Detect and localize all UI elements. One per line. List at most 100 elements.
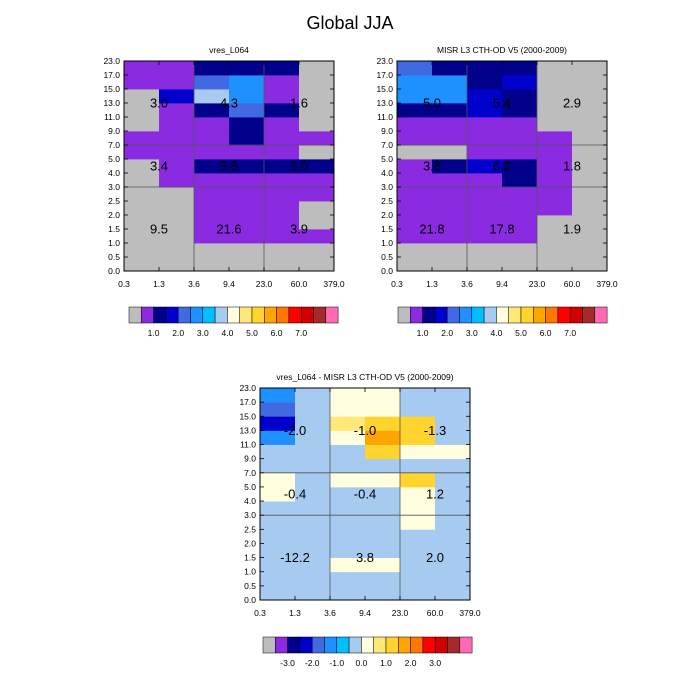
legend-swatch <box>446 306 460 324</box>
legend-swatch <box>275 636 288 654</box>
heatmap-cell <box>397 257 433 272</box>
heatmap-cell <box>537 131 573 146</box>
heatmap-cell <box>537 89 573 104</box>
heatmap-cell <box>295 515 331 530</box>
y-tick-label: 2.5 <box>381 196 393 206</box>
heatmap-cell <box>537 117 573 132</box>
heatmap-cell <box>572 201 608 216</box>
heatmap-cell <box>572 187 608 202</box>
heatmap-cell <box>264 173 300 188</box>
heatmap-cell <box>330 444 366 460</box>
y-tick-label: 1.5 <box>244 553 256 563</box>
y-tick-label: 15.0 <box>103 84 120 94</box>
heatmap-cell <box>400 486 436 502</box>
legend-swatch <box>471 306 485 324</box>
x-tick-label: 1.3 <box>426 279 438 289</box>
data-label: -1.3 <box>424 423 446 438</box>
heatmap-cell <box>194 229 230 244</box>
data-label: -12.2 <box>280 550 310 565</box>
data-label: 1.6 <box>290 96 308 111</box>
y-tick-label: 4.0 <box>381 168 393 178</box>
data-label: 3.4 <box>150 159 168 174</box>
heatmap-cell <box>264 215 300 230</box>
heatmap-cell <box>572 145 608 160</box>
heatmap-cell <box>264 75 300 90</box>
x-tick-label: 23.0 <box>256 279 273 289</box>
legend-swatch <box>348 636 362 654</box>
x-tick-label: 9.4 <box>359 608 371 618</box>
legend-swatch <box>325 306 339 324</box>
data-label: -2.0 <box>284 423 306 438</box>
heatmap-cell <box>572 75 608 90</box>
heatmap-cell <box>159 103 195 118</box>
legend-swatch <box>520 306 534 324</box>
heatmap-cell <box>435 515 471 530</box>
heatmap-cell <box>229 187 265 202</box>
heatmap-cell <box>537 257 573 272</box>
y-tick-label: 7.0 <box>381 140 393 150</box>
y-tick-label: 9.0 <box>381 126 393 136</box>
heatmap-cell <box>330 501 366 516</box>
data-label: 1.2 <box>426 487 444 502</box>
heatmap-cell <box>194 187 230 202</box>
heatmap-cell <box>467 89 503 104</box>
heatmap-cell <box>299 215 335 230</box>
heatmap-cell <box>502 131 538 146</box>
y-tick-label: 1.0 <box>108 238 120 248</box>
y-tick-label: 4.0 <box>108 168 120 178</box>
y-tick-label: 23.0 <box>239 383 256 393</box>
heatmap-cell <box>330 388 366 403</box>
heatmap-cell <box>537 187 573 202</box>
heatmap-cell <box>537 243 573 258</box>
heatmap-cell <box>299 145 335 160</box>
y-tick-label: 1.5 <box>381 224 393 234</box>
legend-label: 3.0 <box>429 658 441 668</box>
heatmap-cell <box>194 215 230 230</box>
y-tick-label: 11.0 <box>104 112 120 122</box>
y-tick-label: 17.0 <box>103 70 120 80</box>
heatmap-cell <box>229 159 265 174</box>
legend-swatch <box>410 306 423 324</box>
heatmap-cell <box>537 145 573 160</box>
y-tick-label: 3.0 <box>244 510 256 520</box>
heatmap-cell <box>467 215 503 230</box>
heatmap-cell <box>330 557 366 573</box>
heatmap-cell <box>229 201 265 216</box>
heatmap-cell <box>572 89 608 104</box>
legend-swatch <box>373 636 387 654</box>
heatmap-cell <box>432 159 468 174</box>
heatmap-cell <box>572 229 608 244</box>
legend-label: 0.0 <box>355 658 367 668</box>
legend-swatch <box>227 306 240 324</box>
heatmap-cell <box>467 243 503 258</box>
x-tick-label: 23.0 <box>529 279 546 289</box>
heatmap-cell <box>467 159 503 174</box>
y-tick-label: 1.0 <box>244 567 256 577</box>
y-tick-label: 15.0 <box>239 411 256 421</box>
heatmap-cell <box>435 543 471 558</box>
y-tick-label: 5.0 <box>244 482 256 492</box>
y-tick-label: 17.0 <box>239 397 256 407</box>
legend-label: -1.0 <box>329 658 344 668</box>
heatmap-cell <box>400 416 436 431</box>
y-tick-label: 23.0 <box>103 56 120 66</box>
heatmap-cell <box>159 89 195 104</box>
legend-swatch <box>336 636 350 654</box>
y-tick-label: 4.0 <box>244 496 256 506</box>
y-tick-label: 13.0 <box>103 98 120 108</box>
y-tick-label: 3.0 <box>381 182 393 192</box>
panel-title: MISR L3 CTH-OD V5 (2000-2009) <box>437 45 567 55</box>
heatmap-cell <box>365 585 401 601</box>
legend-swatch <box>251 306 265 324</box>
legend-label: 1.0 <box>380 658 392 668</box>
heatmap-cell <box>260 557 296 573</box>
y-tick-label: 3.0 <box>108 182 120 192</box>
heatmap-cell <box>467 61 503 76</box>
heatmap-cell <box>299 187 335 202</box>
heatmap-cell <box>295 557 331 573</box>
heatmap-cell <box>264 257 300 272</box>
heatmap-cell <box>400 430 436 445</box>
heatmap-cell <box>330 529 366 544</box>
heatmap-cell <box>295 430 331 445</box>
heatmap-cell <box>194 131 230 146</box>
